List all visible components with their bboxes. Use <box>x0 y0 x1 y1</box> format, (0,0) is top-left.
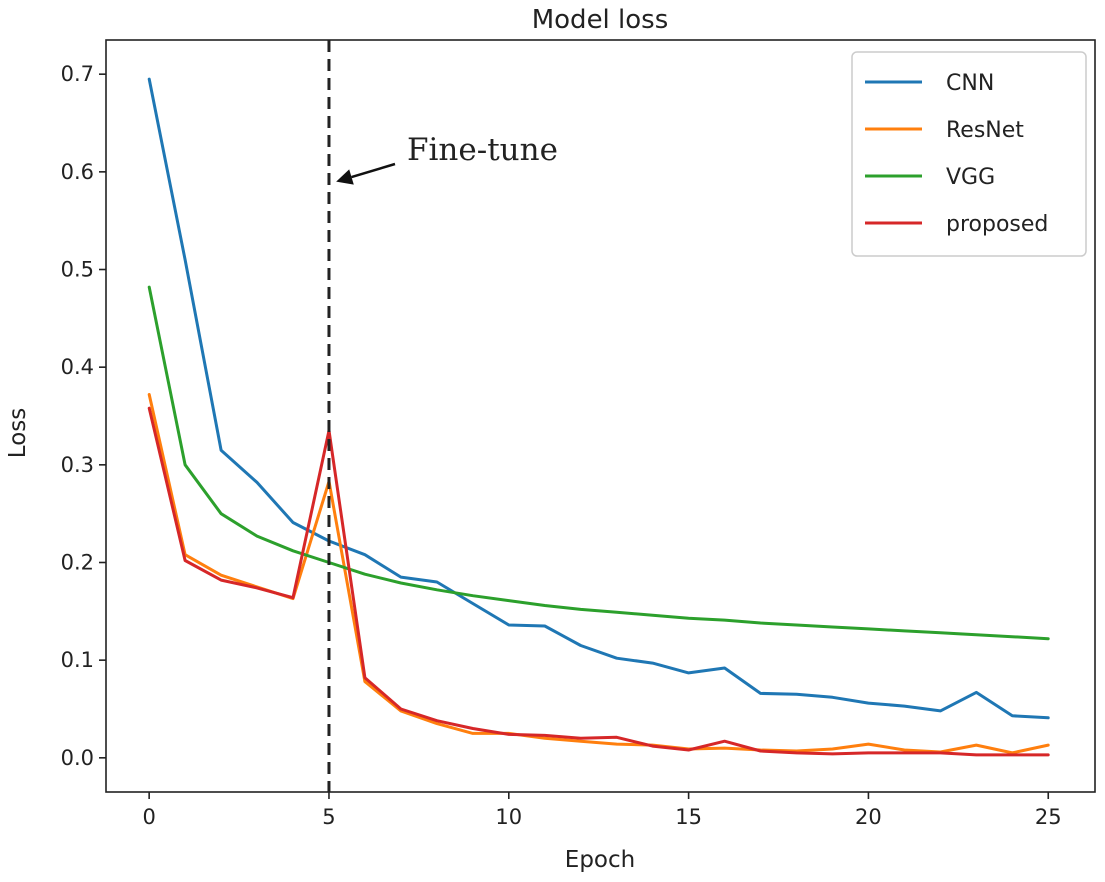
y-tick-label: 0.4 <box>61 355 94 379</box>
y-tick-label: 0.7 <box>61 62 94 86</box>
y-tick-label: 0.0 <box>61 746 94 770</box>
annotation-arrow-shaft <box>351 162 396 179</box>
plot-frame <box>105 39 1096 793</box>
y-axis-label: Loss <box>5 408 31 458</box>
series-line-proposed <box>147 406 1050 757</box>
x-axis-label: Epoch <box>565 847 635 873</box>
annotation-arrow <box>336 162 396 185</box>
x-tick-label: 5 <box>322 805 335 829</box>
legend-label-cnn: CNN <box>946 71 994 96</box>
plot-area: 0 5 10 15 20 25 0.0 0.1 0.2 0.3 0.4 0.5 0.6 0.7 <box>61 39 1096 829</box>
legend-box <box>851 51 1087 257</box>
x-tick-label: 15 <box>675 805 702 829</box>
x-tick-label: 10 <box>495 805 522 829</box>
series-line-cnn <box>147 77 1050 720</box>
y-tick-label: 0.1 <box>61 648 94 672</box>
legend-label-resnet: ResNet <box>946 118 1024 143</box>
x-tick-label: 20 <box>855 805 882 829</box>
y-tick-label: 0.2 <box>61 550 94 574</box>
annotation-arrow-head <box>336 169 354 185</box>
x-tick-label: 25 <box>1035 805 1062 829</box>
y-tick-label: 0.3 <box>61 453 94 477</box>
x-tick-label: 0 <box>142 805 155 829</box>
legend-label-vgg: VGG <box>946 165 995 190</box>
legend-label-proposed: proposed <box>946 212 1048 237</box>
legend: CNN ResNet VGG proposed <box>851 51 1087 257</box>
series-line-resnet <box>147 393 1050 755</box>
series-line-vgg <box>147 285 1050 641</box>
fine-tune-annotation: Fine-tune <box>336 132 558 185</box>
y-tick-label: 0.5 <box>61 258 94 282</box>
chart-title: Model loss <box>532 5 669 35</box>
y-tick-label: 0.6 <box>61 160 94 184</box>
annotation-label: Fine-tune <box>407 132 558 168</box>
